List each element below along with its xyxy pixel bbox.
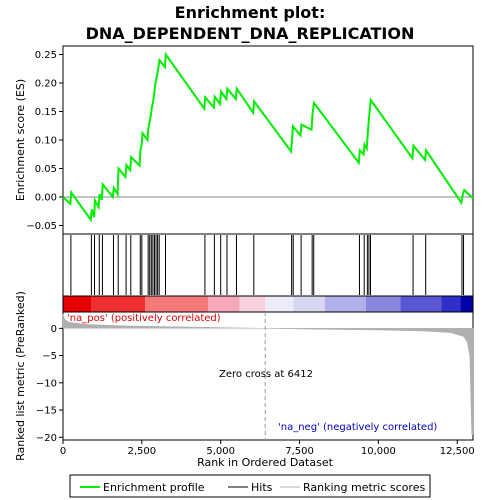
es-tick-label: 0.05 [35,164,57,175]
colorbar-segment [208,296,240,312]
colorbar-segment [460,296,473,312]
colorbar-segment [240,296,266,312]
positive-label: 'na_pos' (positively correlated) [67,313,221,324]
chart-title-line2: DNA_DEPENDENT_DNA_REPLICATION [86,24,415,43]
x-tick-label: 10,000 [361,446,396,457]
hits-panel [63,234,473,296]
rank-tick-label: −10 [36,378,57,389]
chart-title-line1: Enrichment plot: [175,3,326,22]
es-tick-label: 0.00 [35,192,57,203]
rank-tick-label: −20 [36,433,57,444]
rank-tick-label: −5 [42,351,57,362]
colorbar-segment [293,296,325,312]
es-tick-label: 0.10 [35,136,57,147]
correlation-colorbar [63,296,473,312]
legend-hits-label: Hits [251,481,273,494]
legend-metric-label: Ranking metric scores [303,481,425,494]
colorbar-segment [63,296,91,312]
es-tick-label: 0.25 [35,50,57,61]
zero-cross-label: Zero cross at 6412 [219,369,313,380]
negative-label: 'na_neg' (negatively correlated) [278,422,437,433]
colorbar-segment [325,296,366,312]
es-axis: −0.05 0.00 0.05 0.10 0.15 0.20 0.25 [26,50,63,232]
colorbar-segment [441,296,460,312]
x-axis: 0 2,500 5,000 7,500 10,000 12,500 [60,440,475,457]
legend-profile-label: Enrichment profile [103,481,205,494]
rank-ylabel: Ranked list metric (PreRanked) [14,291,27,461]
x-tick-label: 0 [60,446,66,457]
colorbar-segment [145,296,208,312]
colorbar-segment [366,296,401,312]
es-ylabel: Enrichment score (ES) [14,79,27,201]
colorbar-segment [265,296,293,312]
colorbar-segment [91,296,145,312]
x-tick-label: 2,500 [128,446,157,457]
es-tick-label: −0.05 [26,221,57,232]
es-tick-label: 0.15 [35,107,57,118]
rank-tick-label: −15 [36,406,57,417]
es-panel [63,46,473,234]
colorbar-segment [400,296,441,312]
x-tick-label: 12,500 [440,446,475,457]
x-axis-label: Rank in Ordered Dataset [197,456,334,469]
rank-tick-label: 0 [51,324,57,335]
es-tick-label: 0.20 [35,79,57,90]
rank-axis: 0 −5 −10 −15 −20 [36,324,63,444]
